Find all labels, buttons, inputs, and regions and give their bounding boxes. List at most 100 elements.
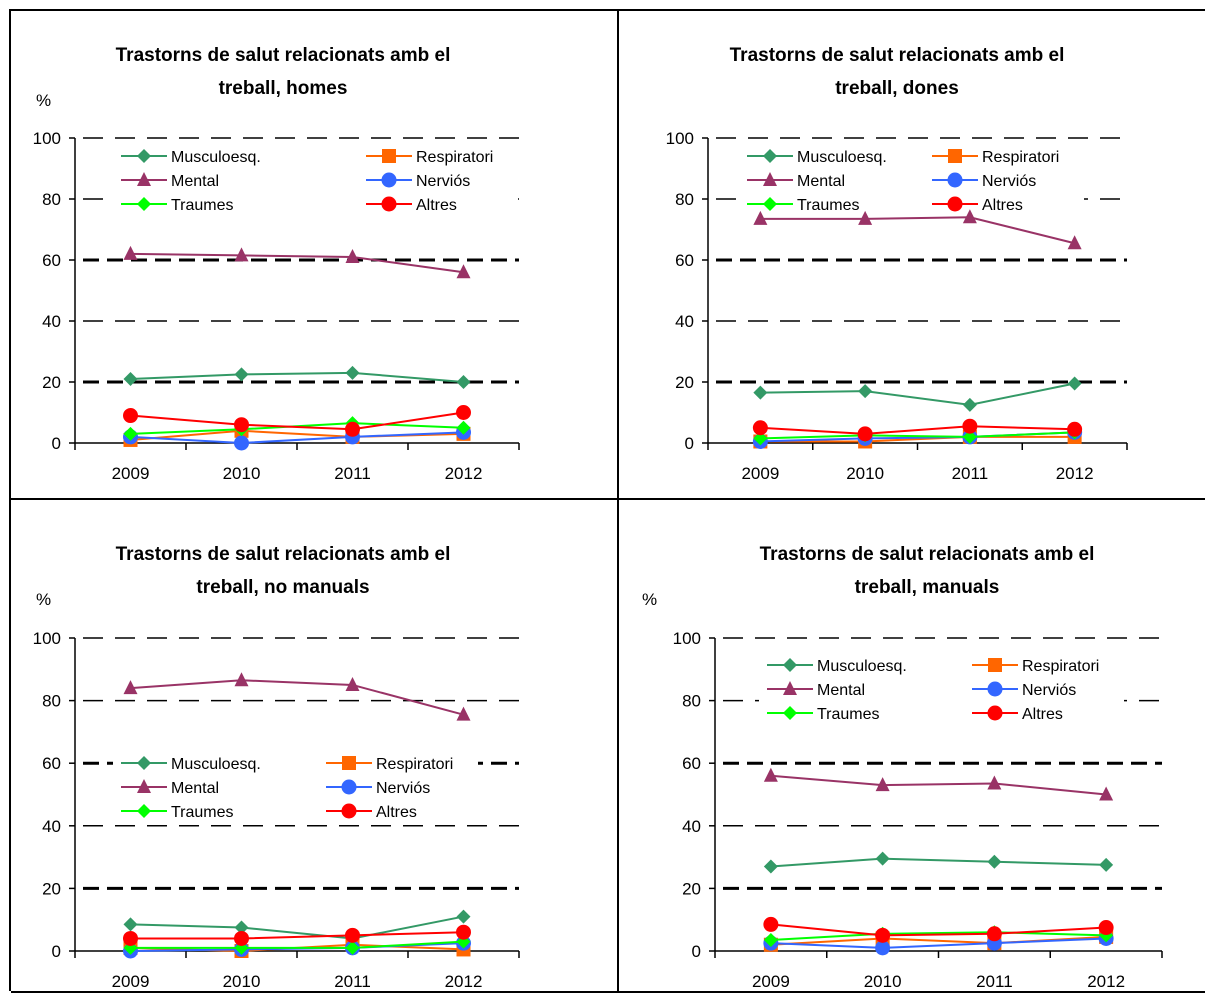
legend-label-traumes: Traumes <box>817 706 880 723</box>
legend-item-mental: Mental <box>767 681 865 699</box>
legend-marker-respiratori <box>948 149 962 163</box>
point-altres-2012 <box>456 924 471 940</box>
series-line-respiratori <box>760 435 1075 443</box>
point-musculoesq-2009 <box>123 371 138 386</box>
point-traumes-2009 <box>753 431 768 446</box>
y-tick-label-80: 80 <box>675 190 694 209</box>
series-musculoesq <box>123 909 471 946</box>
legend-label-mental: Mental <box>797 173 845 190</box>
line-chart-homes: Trastorns de salut relacionats amb el tre… <box>33 45 520 483</box>
legend-marker-musculoesq <box>137 756 151 770</box>
series-line-altres <box>130 931 464 940</box>
series-mental <box>123 245 471 279</box>
point-altres-2009 <box>752 420 768 436</box>
point-altres-2011 <box>986 926 1002 942</box>
x-tick-label-2009: 2009 <box>752 972 790 989</box>
point-musculoesq-2009 <box>753 385 768 400</box>
x-tick-label-2010: 2010 <box>846 464 884 483</box>
series-line-mental <box>760 216 1075 245</box>
legend-item-traumes: Traumes <box>747 197 860 214</box>
chart-panel-no-manuals: Trastorns de salut relacionats amb el tre… <box>11 498 619 993</box>
x-tick-label-2011: 2011 <box>334 464 371 483</box>
x-tick-label-2011: 2011 <box>334 972 371 989</box>
series-line-mental <box>770 774 1107 796</box>
legend-marker-mental <box>763 172 777 186</box>
legend-item-nervios: Nerviós <box>932 172 1036 190</box>
y-tick-label-60: 60 <box>42 754 61 773</box>
legend-item-nervios: Nerviós <box>972 681 1076 699</box>
legend-marker-mental <box>783 681 797 695</box>
chart-title-line-1: Trastorns de salut relacionats amb el <box>116 45 451 66</box>
y-tick-label-100: 100 <box>33 129 61 148</box>
point-mental-2012 <box>456 264 471 279</box>
series-line-musculoesq <box>760 382 1075 406</box>
legend-label-respiratori: Respiratori <box>416 149 493 166</box>
series-musculoesq <box>753 376 1082 412</box>
point-altres-2009 <box>123 408 138 424</box>
point-altres-2011 <box>962 418 978 434</box>
legend-item-traumes: Traumes <box>767 706 880 723</box>
legend-background <box>739 142 1084 218</box>
legend-item-nervios: Nerviós <box>326 779 430 797</box>
point-musculoesq-2011 <box>345 365 360 380</box>
legend-marker-altres <box>987 705 1003 721</box>
legend-label-respiratori: Respiratori <box>982 149 1059 166</box>
legend-item-mental: Mental <box>747 172 845 190</box>
point-mental-2009 <box>763 767 778 782</box>
legend-label-traumes: Traumes <box>797 197 860 214</box>
legend-item-traumes: Traumes <box>121 804 234 821</box>
y-axis-label: % <box>642 590 657 609</box>
point-musculoesq-2011 <box>987 854 1002 869</box>
x-tick-label-2011: 2011 <box>952 464 989 483</box>
chart-title-line-2: treball, manuals <box>855 577 1000 598</box>
legend-item-musculoesq: Musculoesq. <box>747 149 887 166</box>
y-tick-label-100: 100 <box>33 629 61 648</box>
x-tick-label-2012: 2012 <box>445 464 483 483</box>
legend-marker-musculoesq <box>763 149 777 163</box>
point-altres-2010 <box>234 930 249 946</box>
legend-label-nervios: Nerviós <box>376 780 430 797</box>
line-chart-manuals: Trastorns de salut relacionats amb el tre… <box>642 544 1163 989</box>
point-altres-2009 <box>123 930 138 946</box>
point-altres-2011 <box>345 421 360 437</box>
x-tick-label-2012: 2012 <box>1056 464 1094 483</box>
point-mental-2009 <box>123 680 138 695</box>
series-line-mental <box>130 252 464 274</box>
legend-marker-altres <box>341 803 357 819</box>
y-tick-label-40: 40 <box>42 312 61 331</box>
legend-marker-altres <box>947 196 963 212</box>
legend-label-traumes: Traumes <box>171 804 234 821</box>
point-nervios-2010 <box>234 435 249 451</box>
x-tick-label-2009: 2009 <box>112 972 150 989</box>
legend-item-altres: Altres <box>326 803 417 821</box>
y-tick-label-40: 40 <box>675 312 694 331</box>
y-tick-label-100: 100 <box>666 129 694 148</box>
point-mental-2010 <box>858 210 873 225</box>
chart-panel-homes: Trastorns de salut relacionats amb el tre… <box>11 11 619 500</box>
chart-grid: Trastorns de salut relacionats amb el tre… <box>9 9 1205 993</box>
series-mental <box>763 767 1114 801</box>
y-tick-label-60: 60 <box>42 251 61 270</box>
legend-label-traumes: Traumes <box>171 197 234 214</box>
series-line-altres <box>760 425 1075 435</box>
legend-label-altres: Altres <box>1022 706 1063 723</box>
point-mental-2012 <box>1067 235 1082 250</box>
series-line-traumes <box>130 422 464 435</box>
legend-label-respiratori: Respiratori <box>1022 658 1099 675</box>
series-line-altres <box>770 923 1107 937</box>
y-tick-label-20: 20 <box>682 879 701 898</box>
legend-item-altres: Altres <box>972 705 1063 723</box>
point-musculoesq-2011 <box>962 397 977 412</box>
series-mental <box>123 672 471 721</box>
y-tick-label-80: 80 <box>42 190 61 209</box>
legend-label-musculoesq: Musculoesq. <box>817 658 907 675</box>
chart-title-line-1: Trastorns de salut relacionats amb el <box>116 544 451 565</box>
point-mental-2010 <box>234 247 249 262</box>
legend-label-mental: Mental <box>171 780 219 797</box>
point-altres-2010 <box>234 417 249 433</box>
legend-marker-musculoesq <box>137 149 151 163</box>
legend-label-nervios: Nerviós <box>416 173 470 190</box>
point-musculoesq-2012 <box>456 375 471 389</box>
line-chart-dones: Trastorns de salut relacionats amb el tre… <box>666 45 1128 483</box>
legend-label-altres: Altres <box>376 804 417 821</box>
